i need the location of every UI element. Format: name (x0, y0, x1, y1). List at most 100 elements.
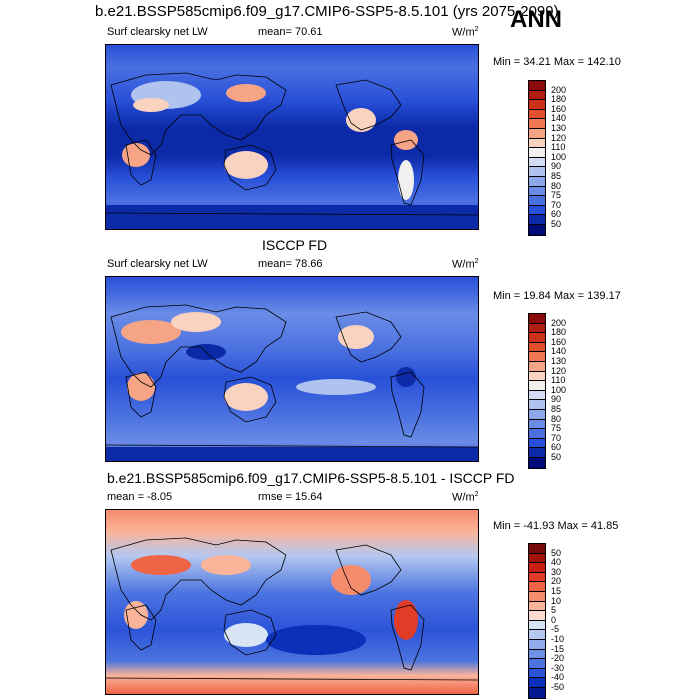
colorbar-swatch (529, 419, 545, 430)
colorbar-tick-label: 130 (551, 123, 567, 133)
panel2-map (105, 276, 479, 462)
colorbar-tick-label: 200 (551, 84, 567, 95)
colorbar-swatch (529, 119, 545, 129)
panel2-units: W/m2 (452, 258, 479, 271)
colorbar-swatch (529, 429, 545, 439)
colorbar-tick-label: 70 (551, 432, 562, 443)
colorbar-swatch (529, 90, 545, 101)
colorbar-swatch (529, 409, 545, 420)
colorbar-swatch (529, 157, 545, 168)
colorbar-tick-label: 180 (551, 94, 567, 105)
colorbar-swatch (529, 400, 545, 410)
colorbar-tick-label: -40 (551, 672, 565, 683)
panel2-minmax: Min = 19.84 Max = 139.17 (493, 290, 621, 302)
season-label: ANN (510, 6, 562, 33)
colorbar-tick-label: 20 (551, 576, 562, 587)
panel1-colorbar (528, 80, 546, 236)
colorbar-swatch (529, 100, 545, 110)
panel3-title: b.e21.BSSP585cmip6.f09_g17.CMIP6-SSP5-8.… (107, 470, 515, 486)
colorbar-tick-label: -20 (551, 653, 565, 664)
colorbar-swatch (529, 572, 545, 583)
colorbar-swatch (529, 215, 545, 225)
colorbar-tick-label: 85 (551, 404, 562, 414)
colorbar-tick-label: -15 (551, 643, 565, 654)
colorbar-tick-label: 50 (551, 452, 562, 462)
colorbar-tick-label: 140 (551, 346, 567, 357)
colorbar-swatch (529, 323, 545, 334)
colorbar-swatch (529, 582, 545, 592)
colorbar-swatch (529, 109, 545, 120)
colorbar-swatch (529, 563, 545, 573)
colorbar-tick-label: -5 (551, 624, 560, 635)
colorbar-tick-label: 90 (551, 161, 562, 172)
colorbar-swatch (529, 649, 545, 660)
panel3-units: W/m2 (452, 491, 479, 504)
colorbar-tick-label: 160 (551, 103, 567, 114)
colorbar-tick-label: 70 (551, 199, 562, 210)
colorbar-tick-label: -50 (551, 682, 565, 692)
colorbar-swatch (529, 591, 545, 602)
colorbar-swatch (529, 196, 545, 206)
colorbar-swatch (529, 361, 545, 372)
colorbar-tick-label: 85 (551, 171, 562, 181)
colorbar-swatch (529, 224, 545, 235)
panel3-difference-shading (124, 555, 418, 655)
colorbar-swatch (529, 186, 545, 197)
colorbar-tick-label: 160 (551, 336, 567, 347)
colorbar-swatch (529, 205, 545, 216)
colorbar-swatch (529, 352, 545, 362)
colorbar-tick-label: 40 (551, 557, 562, 568)
colorbar-swatch (529, 333, 545, 343)
colorbar-tick-label: 100 (551, 384, 567, 395)
colorbar-swatch (529, 371, 545, 382)
colorbar-tick-label: -10 (551, 634, 565, 644)
panel3-coastlines (106, 537, 478, 681)
colorbar-tick-label: 140 (551, 113, 567, 124)
colorbar-tick-label: 10 (551, 595, 562, 606)
panel1-minmax: Min = 34.21 Max = 142.10 (493, 56, 621, 68)
colorbar-swatch (529, 668, 545, 679)
colorbar-tick-label: 110 (551, 375, 566, 386)
colorbar-swatch (529, 639, 545, 650)
colorbar-tick-label: 80 (551, 413, 562, 424)
colorbar-tick-label: 110 (551, 142, 566, 153)
colorbar-swatch (529, 167, 545, 177)
colorbar-tick-label: 5 (551, 605, 557, 616)
colorbar-tick-label: 100 (551, 151, 567, 162)
colorbar-swatch (529, 620, 545, 631)
colorbar-swatch (529, 148, 545, 158)
colorbar-tick-label: 180 (551, 327, 567, 338)
panel2-title: ISCCP FD (262, 237, 328, 253)
colorbar-swatch (529, 687, 545, 698)
colorbar-swatch (529, 678, 545, 688)
colorbar-swatch (529, 457, 545, 468)
colorbar-swatch (529, 128, 545, 139)
colorbar-tick-label: 120 (551, 365, 567, 376)
colorbar-swatch (529, 630, 545, 640)
colorbar-tick-label: 90 (551, 394, 562, 405)
colorbar-tick-label: -30 (551, 662, 565, 673)
colorbar-tick-label: 60 (551, 442, 562, 453)
panel1-units: W/m2 (452, 26, 479, 39)
colorbar-tick-label: 80 (551, 180, 562, 191)
colorbar-swatch (529, 601, 545, 612)
colorbar-swatch (529, 342, 545, 353)
colorbar-tick-label: 75 (551, 190, 562, 201)
colorbar-tick-label: 120 (551, 132, 567, 143)
colorbar-swatch (529, 611, 545, 621)
panel3-rmse-label: rmse = 15.64 (258, 491, 323, 503)
panel1-variable-label: Surf clearsky net LW (107, 26, 208, 38)
panel2-coastlines (106, 304, 478, 448)
figure-title: b.e21.BSSP585cmip6.f09_g17.CMIP6-SSP5-8.… (95, 3, 559, 20)
colorbar-swatch (529, 176, 545, 187)
colorbar-swatch (529, 81, 545, 91)
panel1-mean-label: mean= 70.61 (258, 26, 323, 38)
colorbar-tick-label: 50 (551, 547, 562, 558)
colorbar-tick-label: 30 (551, 566, 562, 577)
colorbar-tick-label: 60 (551, 209, 562, 220)
colorbar-swatch (529, 314, 545, 324)
panel3-colorbar (528, 543, 546, 699)
panel1-land-shading (106, 81, 478, 229)
colorbar-swatch (529, 390, 545, 401)
panel3-minmax: Min = -41.93 Max = 41.85 (493, 520, 619, 532)
